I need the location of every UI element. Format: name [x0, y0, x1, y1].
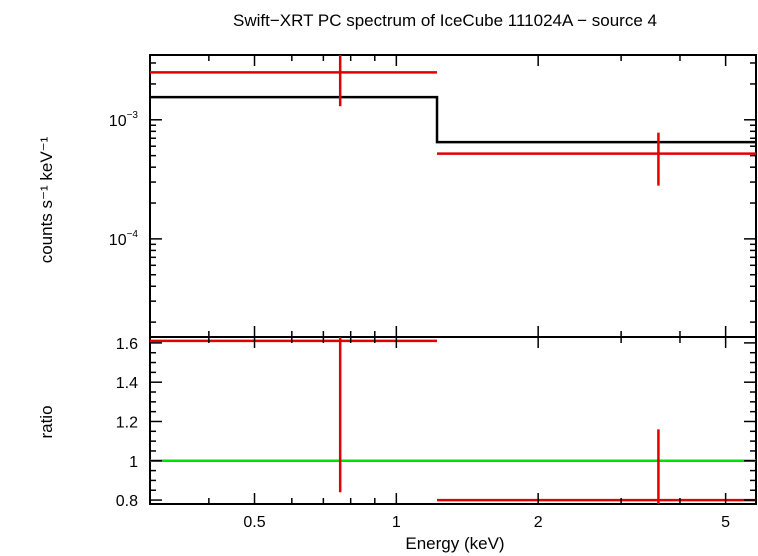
ratio-panel: 0.8 1 1.2 1.4 1.6 [116, 336, 757, 510]
y-tick-label: 0.8 [116, 493, 138, 510]
x-tick-label: 5 [721, 514, 730, 531]
x-tick-label: 2 [534, 514, 543, 531]
ratio-y-axis-label: ratio [37, 405, 56, 438]
chart-title: Swift−XRT PC spectrum of IceCube 111024A… [233, 11, 657, 30]
data-point [437, 429, 756, 504]
y-tick-label: 1.4 [116, 375, 138, 392]
x-axis-label: Energy (keV) [405, 534, 504, 553]
model-step-line [150, 95, 756, 144]
y-tick-label: 10−3 [109, 110, 139, 130]
x-tick-label: 0.5 [243, 514, 265, 531]
data-point [150, 337, 438, 493]
y-tick-label: 1.2 [116, 414, 138, 431]
y-tick-label: 10−4 [109, 229, 139, 249]
spectrum-panel: 10−3 10−4 [109, 54, 757, 338]
ratio-frame [149, 336, 757, 505]
x-tick-label: 1 [392, 514, 401, 531]
y-tick-label: 1 [129, 454, 138, 471]
y-tick-label: 1.6 [116, 336, 138, 353]
data-point [437, 132, 756, 186]
data-point [150, 55, 438, 107]
spectrum-y-axis-label: counts s⁻¹ keV⁻¹ [37, 136, 56, 263]
